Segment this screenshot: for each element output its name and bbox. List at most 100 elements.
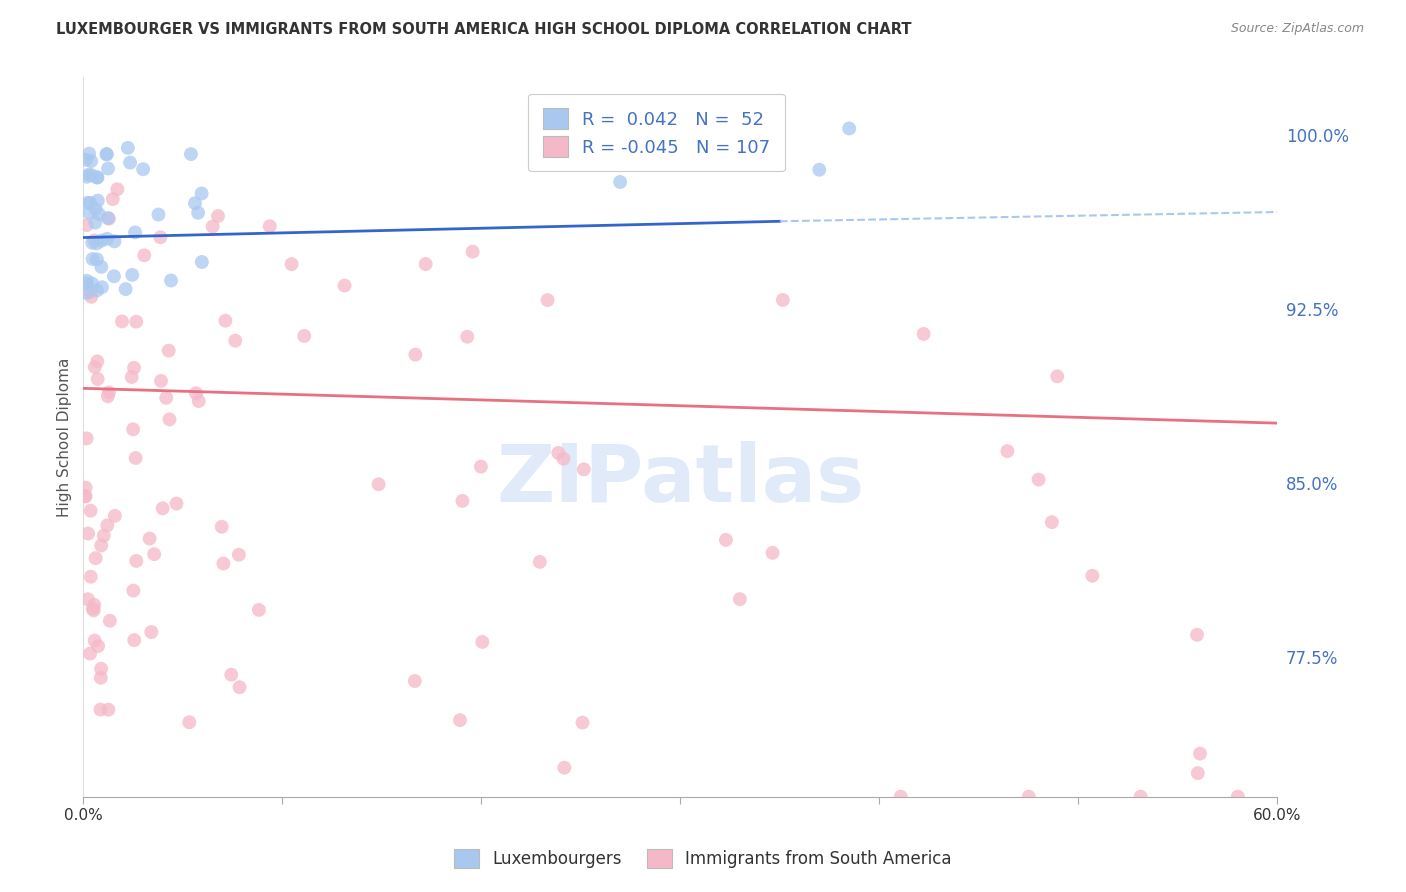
Point: [912, 326, 935, 341]
Point: [83, 360, 105, 375]
Point: [82, 277, 104, 291]
Point: [80, 154, 103, 169]
Point: [93, 529, 115, 543]
Point: [89, 702, 111, 716]
Point: [80, 290, 103, 304]
Point: [890, 789, 912, 804]
Point: [155, 391, 177, 405]
Point: [122, 422, 145, 436]
Point: [179, 715, 201, 730]
Point: [141, 625, 163, 640]
Point: [280, 257, 302, 271]
Point: [122, 583, 145, 598]
Point: [98, 614, 121, 628]
Point: [96, 147, 118, 161]
Point: [80, 570, 103, 584]
Point: [125, 554, 148, 568]
Point: [652, 121, 675, 136]
Point: [84, 216, 107, 230]
Point: [211, 520, 233, 534]
Point: [212, 557, 235, 571]
Point: [86, 170, 108, 185]
Point: [150, 374, 173, 388]
Point: [187, 206, 209, 220]
Point: [76, 431, 98, 445]
Point: [184, 386, 207, 401]
Point: [80, 168, 103, 182]
Point: [90, 260, 112, 274]
Point: [207, 209, 229, 223]
Point: [1189, 747, 1212, 761]
Point: [404, 673, 426, 688]
Point: [83, 633, 105, 648]
Point: [124, 450, 146, 465]
Point: [75, 481, 97, 495]
Point: [138, 532, 160, 546]
Point: [97, 211, 120, 225]
Point: [96, 518, 118, 533]
Legend: Luxembourgers, Immigrants from South America: Luxembourgers, Immigrants from South Ame…: [447, 842, 959, 875]
Point: [247, 603, 270, 617]
Point: [90, 234, 112, 248]
Point: [96, 232, 118, 246]
Point: [761, 546, 783, 560]
Point: [572, 462, 595, 476]
Point: [111, 314, 134, 328]
Point: [1028, 473, 1050, 487]
Point: [333, 278, 356, 293]
Point: [77, 168, 100, 182]
Point: [117, 141, 139, 155]
Point: [149, 230, 172, 244]
Point: [456, 330, 478, 344]
Point: [470, 459, 492, 474]
Point: [201, 219, 224, 234]
Point: [104, 508, 127, 523]
Point: [82, 235, 104, 250]
Point: [187, 394, 209, 409]
Point: [728, 592, 751, 607]
Point: [1040, 515, 1063, 529]
Point: [461, 244, 484, 259]
Point: [105, 182, 128, 196]
Point: [184, 196, 207, 211]
Point: [714, 533, 737, 547]
Point: [259, 219, 281, 234]
Point: [76, 195, 98, 210]
Point: [86, 236, 108, 251]
Point: [79, 195, 101, 210]
Point: [91, 280, 114, 294]
Point: [547, 446, 569, 460]
Point: [553, 761, 575, 775]
Point: [124, 226, 146, 240]
Point: [76, 274, 98, 288]
Point: [134, 248, 156, 262]
Point: [83, 603, 105, 617]
Point: [219, 667, 242, 681]
Point: [1129, 789, 1152, 804]
Point: [103, 269, 125, 284]
Point: [159, 412, 181, 426]
Point: [292, 329, 315, 343]
Point: [367, 477, 389, 491]
Point: [404, 348, 426, 362]
Point: [122, 633, 145, 648]
Point: [1187, 766, 1209, 780]
Point: [90, 539, 112, 553]
Point: [87, 194, 110, 208]
Point: [82, 252, 104, 266]
Point: [97, 703, 120, 717]
Point: [83, 598, 105, 612]
Point: [1018, 789, 1040, 804]
Point: [97, 385, 120, 400]
Point: [224, 334, 246, 348]
Point: [96, 147, 118, 161]
Point: [76, 285, 98, 300]
Point: [571, 715, 593, 730]
Point: [152, 501, 174, 516]
Point: [228, 548, 250, 562]
Point: [75, 153, 97, 167]
Point: [838, 121, 860, 136]
Point: [548, 152, 571, 166]
Point: [86, 252, 108, 267]
Point: [86, 354, 108, 368]
